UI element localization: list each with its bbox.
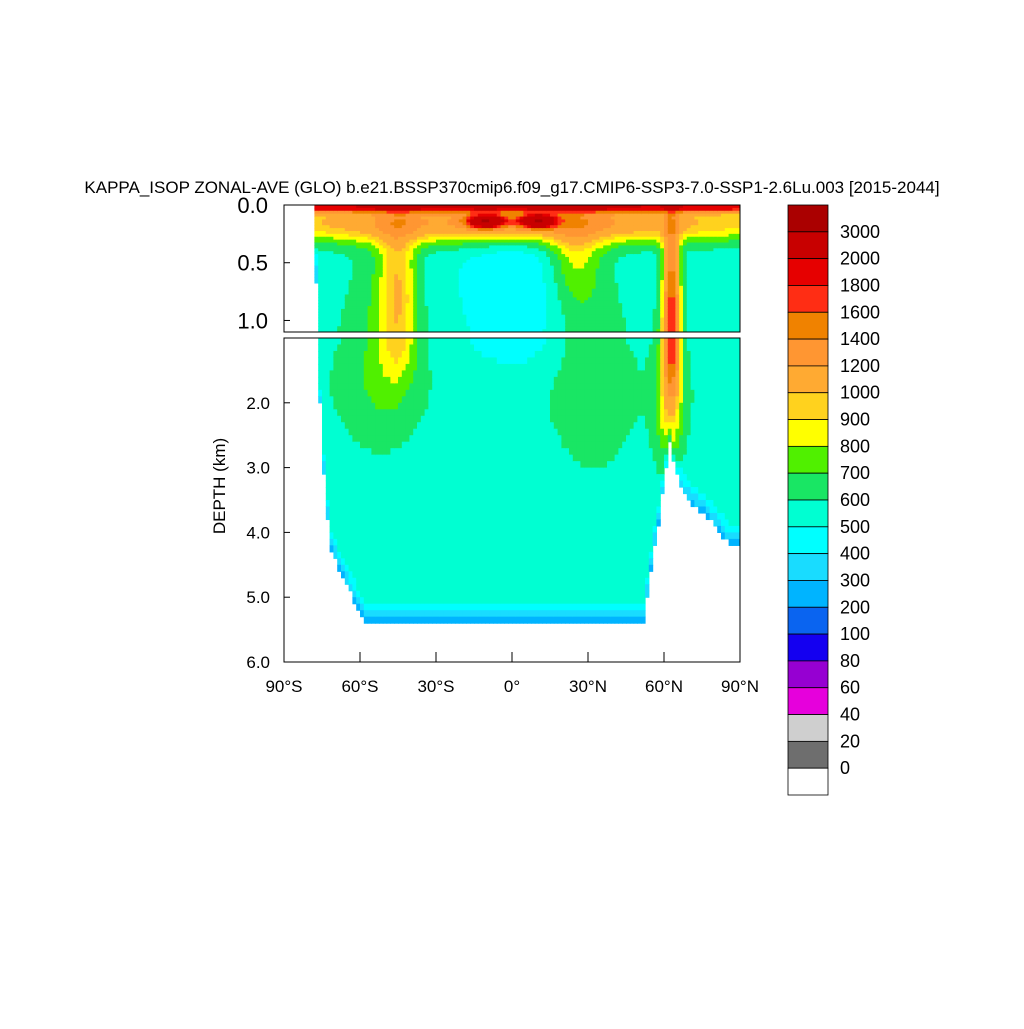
field-cell	[330, 409, 334, 416]
field-cell	[326, 435, 330, 442]
field-cell	[326, 494, 330, 501]
field-cell	[322, 409, 326, 416]
field-cell	[318, 377, 322, 384]
field-cell	[322, 448, 326, 455]
field-cell	[322, 455, 326, 462]
field-cell	[322, 403, 326, 410]
upper-y-ticks: 0.0 0.5 1.0	[237, 193, 290, 333]
field-cell	[330, 370, 334, 377]
field-cell	[322, 416, 326, 423]
field-cell	[326, 506, 330, 513]
field-cell	[326, 409, 330, 416]
field-cell	[330, 357, 334, 364]
field-cell	[318, 390, 322, 397]
field-cell	[318, 396, 322, 403]
field-cell	[326, 396, 330, 403]
field-cell	[330, 377, 334, 384]
field-cell	[326, 390, 330, 397]
field-cell	[326, 429, 330, 436]
field-cell	[330, 344, 334, 351]
field-cell	[330, 383, 334, 390]
field-cell	[326, 474, 330, 481]
upper-y-tick-label: 1.0	[237, 308, 268, 333]
upper-y-tick-label: 0.0	[237, 193, 268, 218]
field-cell	[330, 390, 334, 397]
field-cell	[318, 370, 322, 377]
field-cell	[326, 448, 330, 455]
field-cell	[322, 422, 326, 429]
field-cell	[318, 357, 322, 364]
field-cell	[322, 442, 326, 449]
field-cell	[326, 468, 330, 475]
field-cell	[326, 416, 330, 423]
field-cell	[318, 351, 322, 358]
field-cell	[322, 390, 326, 397]
field-cell	[318, 364, 322, 371]
field-cell	[322, 338, 326, 345]
field-cell	[322, 396, 326, 403]
field-cell	[322, 468, 326, 475]
field-cell	[326, 364, 330, 371]
field-cell	[326, 370, 330, 377]
field-cell	[326, 442, 330, 449]
field-cell	[326, 351, 330, 358]
field-cell	[326, 513, 330, 520]
field-cell	[318, 383, 322, 390]
field-cell	[326, 377, 330, 384]
field-cell	[322, 364, 326, 371]
field-cell	[318, 344, 322, 351]
field-cell	[318, 338, 322, 345]
field-cell	[326, 487, 330, 494]
field-cell	[330, 396, 334, 403]
upper-panel: 0.0 0.5 1.0	[237, 193, 740, 333]
field-cell	[330, 364, 334, 371]
chart-title: KAPPA_ISOP ZONAL-AVE (GLO) b.e21.BSSP370…	[84, 178, 939, 197]
field-cell	[326, 357, 330, 364]
field-cell	[322, 461, 326, 468]
field-cell	[322, 351, 326, 358]
field-cell	[326, 344, 330, 351]
field-cell	[314, 280, 318, 283]
field-cell	[322, 377, 326, 384]
field-cell	[326, 383, 330, 390]
field-cell	[326, 338, 330, 345]
field-cell	[326, 403, 330, 410]
field-cell	[330, 338, 334, 345]
field-cell	[322, 357, 326, 364]
field-cell	[322, 344, 326, 351]
field-cell	[326, 500, 330, 507]
field-cell	[322, 429, 326, 436]
field-cell	[326, 461, 330, 468]
field-cell	[322, 383, 326, 390]
field-cell	[330, 403, 334, 410]
upper-y-tick-label: 0.5	[237, 251, 268, 276]
field-cell	[322, 370, 326, 377]
field-cell	[322, 435, 326, 442]
upper-field	[314, 205, 740, 333]
field-cell	[326, 455, 330, 462]
field-cell	[326, 422, 330, 429]
y-axis-label: DEPTH (km)	[210, 438, 229, 534]
field-cell	[330, 351, 334, 358]
field-cell	[326, 481, 330, 488]
